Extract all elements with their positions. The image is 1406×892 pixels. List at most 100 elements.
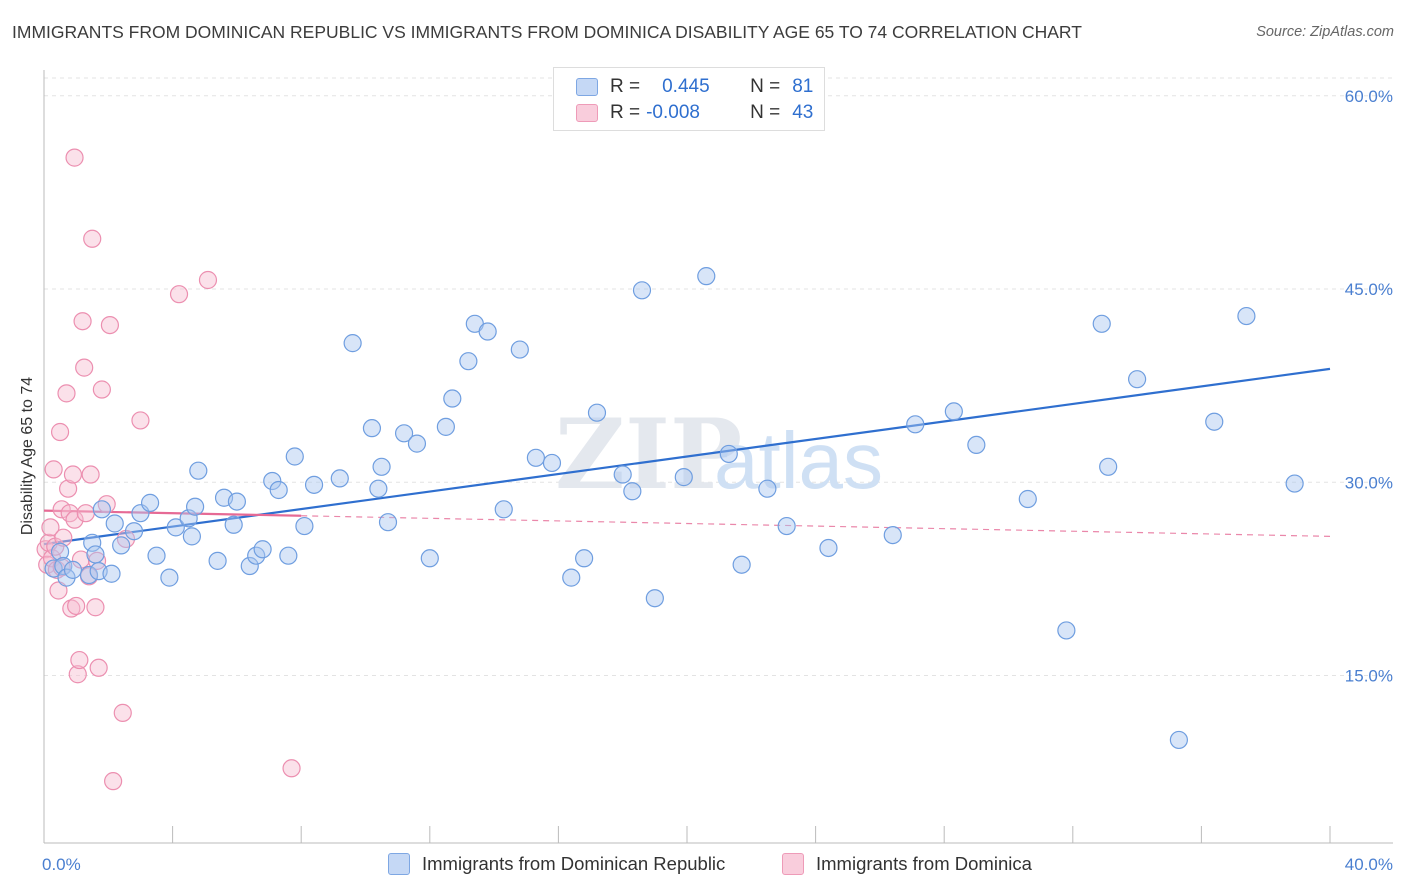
chart-title: IMMIGRANTS FROM DOMINICAN REPUBLIC VS IM… bbox=[12, 22, 1082, 42]
y-tick-label: 30.0% bbox=[1345, 473, 1393, 492]
bottom-legend-swatch-blue bbox=[388, 853, 410, 875]
point-dominican-republic bbox=[253, 540, 272, 559]
point-dominican-republic bbox=[645, 589, 664, 608]
point-dominican-republic bbox=[140, 493, 160, 512]
point-dominican-republic bbox=[304, 475, 324, 494]
point-dominican-republic bbox=[944, 402, 963, 421]
bottom-legend-label: Immigrants from Dominica bbox=[816, 853, 1032, 874]
point-dominican-republic bbox=[224, 515, 243, 534]
trend-lines bbox=[43, 367, 1331, 546]
point-dominican-republic bbox=[247, 546, 266, 565]
legend-n-label: N = bbox=[750, 76, 781, 97]
y-axis-label: Disability Age 65 to 74 bbox=[19, 377, 36, 535]
y-tick-label: 45.0% bbox=[1345, 280, 1393, 299]
point-dominica bbox=[67, 596, 86, 616]
point-dominica bbox=[76, 504, 95, 523]
point-dominica bbox=[54, 528, 73, 547]
point-dominica bbox=[57, 384, 76, 403]
point-dominica bbox=[83, 229, 102, 248]
point-dominican-republic bbox=[526, 448, 545, 467]
point-dominican-republic bbox=[562, 568, 581, 587]
point-dominica bbox=[44, 460, 63, 479]
gridlines bbox=[44, 77, 1393, 677]
point-dominican-republic bbox=[1018, 489, 1037, 509]
point-dominican-republic bbox=[160, 568, 179, 587]
point-dominican-republic bbox=[279, 546, 298, 565]
point-dominican-republic bbox=[758, 479, 777, 498]
point-dominican-republic bbox=[1237, 306, 1256, 326]
point-dominican-republic bbox=[407, 434, 427, 453]
point-dominican-republic bbox=[372, 457, 391, 476]
point-dominican-republic bbox=[182, 527, 201, 546]
point-dominican-republic bbox=[420, 549, 439, 568]
point-dominican-republic bbox=[124, 522, 144, 541]
point-dominican-republic bbox=[285, 447, 304, 466]
axes bbox=[43, 70, 1393, 844]
point-dominican-republic bbox=[179, 509, 198, 528]
point-dominican-republic bbox=[86, 545, 105, 564]
point-dominican-republic bbox=[906, 415, 925, 434]
point-dominica bbox=[169, 285, 189, 304]
point-dominican-republic bbox=[147, 546, 166, 565]
point-dominican-republic bbox=[623, 482, 642, 501]
point-dominica bbox=[100, 315, 120, 335]
point-dominican-republic bbox=[436, 417, 455, 436]
x-tick-min: 0.0% bbox=[42, 855, 81, 874]
point-dominica bbox=[75, 358, 94, 377]
y-tick-label: 15.0% bbox=[1345, 667, 1393, 686]
point-dominican-republic bbox=[732, 555, 751, 574]
point-dominican-republic bbox=[105, 514, 124, 533]
legend-r-label: R = bbox=[610, 102, 641, 123]
point-dominica bbox=[65, 148, 84, 167]
point-dominica bbox=[41, 518, 60, 537]
point-dominican-republic bbox=[459, 352, 478, 371]
bottom-legend-label: Immigrants from Dominican Republic bbox=[422, 853, 726, 874]
points-dominica bbox=[36, 148, 301, 791]
point-dominican-republic bbox=[697, 267, 716, 286]
legend-swatch-blue bbox=[576, 78, 598, 96]
point-dominican-republic bbox=[1099, 457, 1118, 476]
legend-swatch-pink bbox=[576, 104, 598, 122]
point-dominican-republic bbox=[478, 322, 497, 341]
point-dominican-republic bbox=[83, 533, 102, 552]
point-dominica bbox=[65, 510, 84, 529]
point-dominican-republic bbox=[883, 525, 902, 545]
point-dominican-republic bbox=[494, 500, 513, 519]
point-dominican-republic bbox=[269, 480, 288, 500]
x-tick-max: 40.0% bbox=[1345, 855, 1393, 874]
point-dominica bbox=[131, 411, 150, 430]
bottom-legend-swatch-pink bbox=[782, 853, 804, 875]
watermark-atlas: atlas bbox=[714, 416, 883, 505]
point-dominican-republic bbox=[50, 542, 70, 561]
point-dominica bbox=[73, 312, 92, 331]
point-dominican-republic bbox=[54, 556, 73, 576]
point-dominican-republic bbox=[362, 419, 382, 438]
point-dominican-republic bbox=[1057, 621, 1076, 640]
point-dominican-republic bbox=[330, 469, 349, 488]
point-dominican-republic bbox=[542, 453, 562, 473]
point-dominican-republic bbox=[1092, 314, 1111, 333]
point-dominica bbox=[50, 422, 70, 442]
point-dominican-republic bbox=[719, 444, 738, 464]
point-dominica bbox=[104, 772, 123, 791]
point-dominican-republic bbox=[189, 461, 208, 480]
trend-line-dominica bbox=[43, 509, 302, 517]
bottom-legend-dominica: Immigrants from Dominica bbox=[782, 852, 1032, 876]
point-dominican-republic bbox=[263, 471, 282, 491]
point-dominican-republic bbox=[102, 564, 121, 583]
legend-row-dominican-republic: R = 0.445 N = 81 bbox=[576, 75, 813, 99]
point-dominica bbox=[63, 465, 83, 484]
point-dominica bbox=[89, 658, 108, 677]
point-dominican-republic bbox=[63, 560, 83, 579]
y-tick-label: 60.0% bbox=[1345, 87, 1393, 106]
point-dominican-republic bbox=[1285, 474, 1304, 493]
legend-n-label: N = bbox=[750, 102, 781, 123]
legend-r-value: 0.445 bbox=[662, 76, 710, 97]
legend-r-value: -0.008 bbox=[646, 102, 700, 123]
point-dominican-republic bbox=[777, 516, 796, 536]
legend-n-value: 81 bbox=[792, 76, 814, 97]
point-dominican-republic bbox=[1127, 370, 1147, 389]
y-tick-labels: 15.0% 30.0% 45.0% 60.0% bbox=[1345, 87, 1393, 686]
legend-row-dominica: R = -0.008 N = 43 bbox=[576, 101, 813, 125]
